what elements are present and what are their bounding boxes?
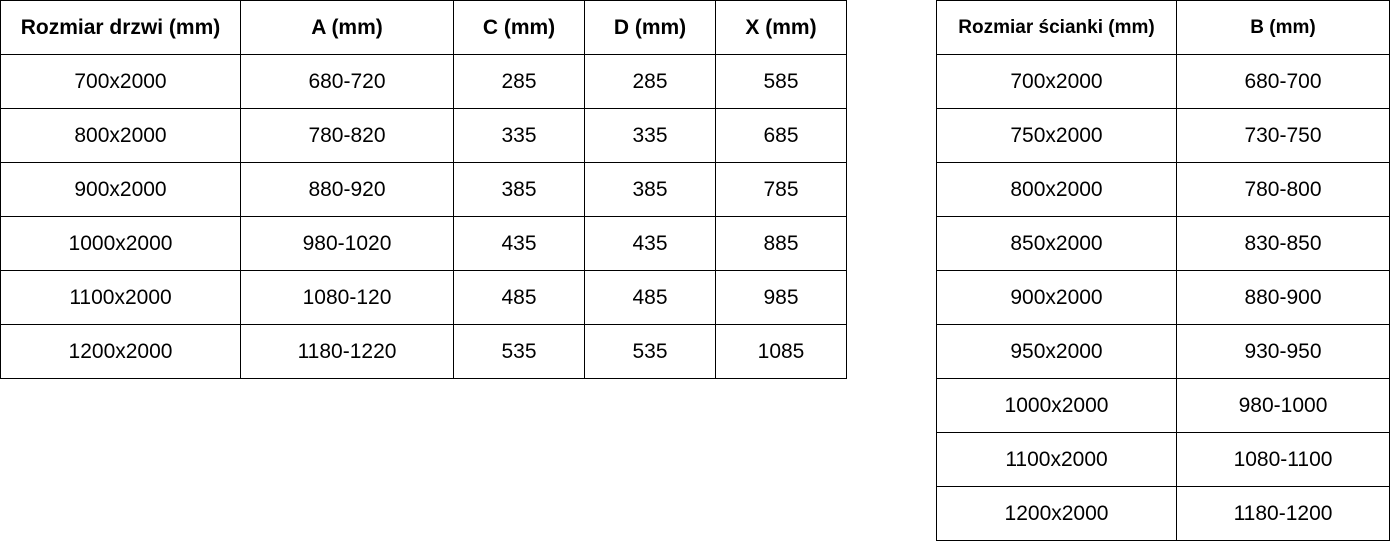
table-cell: 1080-120 — [240, 270, 454, 325]
table-cell: 885 — [715, 216, 847, 271]
table-row: 1100x2000 1080-120 485 485 985 — [0, 270, 847, 325]
table-cell: 830-850 — [1176, 216, 1390, 271]
table-cell: 900x2000 — [0, 162, 241, 217]
header-wall-size: Rozmiar ścianki (mm) — [936, 0, 1177, 55]
table-row: 1200x2000 1180-1220 535 535 1085 — [0, 324, 847, 379]
table-row: 1200x2000 1180-1200 — [936, 486, 1390, 541]
table-cell: 1000x2000 — [0, 216, 241, 271]
table-cell: 685 — [715, 108, 847, 163]
table-cell: 535 — [453, 324, 585, 379]
table-cell: 980-1020 — [240, 216, 454, 271]
table-cell: 335 — [453, 108, 585, 163]
table-cell: 585 — [715, 54, 847, 109]
table-cell: 980-1000 — [1176, 378, 1390, 433]
table-cell: 1200x2000 — [936, 486, 1177, 541]
table-cell: 985 — [715, 270, 847, 325]
table-row: 700x2000 680-700 — [936, 54, 1390, 109]
table-row: 1000x2000 980-1020 435 435 885 — [0, 216, 847, 271]
table-cell: 700x2000 — [936, 54, 1177, 109]
table-row: 900x2000 880-920 385 385 785 — [0, 162, 847, 217]
table-row: 800x2000 780-800 — [936, 162, 1390, 217]
table-cell: 880-920 — [240, 162, 454, 217]
table-cell: 780-820 — [240, 108, 454, 163]
table-cell: 785 — [715, 162, 847, 217]
table-cell: 285 — [453, 54, 585, 109]
table-cell: 485 — [584, 270, 716, 325]
table-cell: 750x2000 — [936, 108, 1177, 163]
table-cell: 780-800 — [1176, 162, 1390, 217]
table-cell: 950x2000 — [936, 324, 1177, 379]
table-cell: 485 — [453, 270, 585, 325]
table-cell: 730-750 — [1176, 108, 1390, 163]
table-cell: 1080-1100 — [1176, 432, 1390, 487]
table-cell: 800x2000 — [0, 108, 241, 163]
table-cell: 435 — [453, 216, 585, 271]
table-cell: 285 — [584, 54, 716, 109]
table-row: 800x2000 780-820 335 335 685 — [0, 108, 847, 163]
table-row: 950x2000 930-950 — [936, 324, 1390, 379]
table-cell: 385 — [453, 162, 585, 217]
table-cell: 1100x2000 — [936, 432, 1177, 487]
table-cell: 880-900 — [1176, 270, 1390, 325]
table-cell: 1100x2000 — [0, 270, 241, 325]
table-row: 900x2000 880-900 — [936, 270, 1390, 325]
wall-size-table: Rozmiar ścianki (mm) B (mm) 700x2000 680-… — [936, 0, 1390, 541]
table-row: 1100x2000 1080-1100 — [936, 432, 1390, 487]
header-x: X (mm) — [715, 0, 847, 55]
table-cell: 335 — [584, 108, 716, 163]
table-cell: 680-720 — [240, 54, 454, 109]
table-row: 1000x2000 980-1000 — [936, 378, 1390, 433]
table-row: 750x2000 730-750 — [936, 108, 1390, 163]
header-c: C (mm) — [453, 0, 585, 55]
table-row: 850x2000 830-850 — [936, 216, 1390, 271]
header-b: B (mm) — [1176, 0, 1390, 55]
table-cell: 435 — [584, 216, 716, 271]
table-header-row: Rozmiar drzwi (mm) A (mm) C (mm) D (mm) … — [0, 0, 847, 55]
table-cell: 1000x2000 — [936, 378, 1177, 433]
header-a: A (mm) — [240, 0, 454, 55]
table-cell: 800x2000 — [936, 162, 1177, 217]
table-cell: 1085 — [715, 324, 847, 379]
table-header-row: Rozmiar ścianki (mm) B (mm) — [936, 0, 1390, 55]
door-size-table: Rozmiar drzwi (mm) A (mm) C (mm) D (mm) … — [0, 0, 847, 379]
table-cell: 1180-1220 — [240, 324, 454, 379]
table-cell: 1180-1200 — [1176, 486, 1390, 541]
table-cell: 900x2000 — [936, 270, 1177, 325]
table-cell: 850x2000 — [936, 216, 1177, 271]
header-d: D (mm) — [584, 0, 716, 55]
header-door-size: Rozmiar drzwi (mm) — [0, 0, 241, 55]
table-row: 700x2000 680-720 285 285 585 — [0, 54, 847, 109]
table-cell: 1200x2000 — [0, 324, 241, 379]
table-cell: 930-950 — [1176, 324, 1390, 379]
table-cell: 700x2000 — [0, 54, 241, 109]
table-cell: 535 — [584, 324, 716, 379]
table-cell: 680-700 — [1176, 54, 1390, 109]
table-cell: 385 — [584, 162, 716, 217]
